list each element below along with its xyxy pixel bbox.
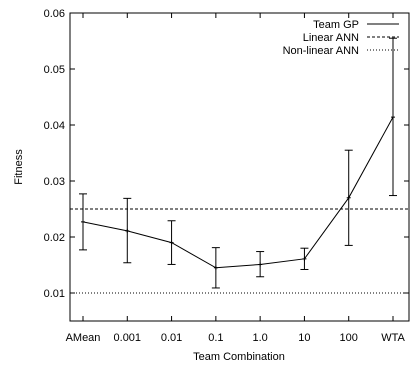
data-point — [125, 228, 130, 233]
y-tick-label: 0.06 — [44, 8, 65, 20]
y-axis-label: Fitness — [13, 149, 25, 185]
data-point — [169, 240, 174, 245]
plot-frame — [69, 12, 410, 322]
y-tick-label: 0.01 — [44, 288, 65, 300]
legend-label: Team GP — [313, 19, 359, 31]
series-line — [82, 116, 394, 269]
y-tick-label: 0.05 — [44, 64, 65, 76]
data-point — [302, 256, 307, 261]
y-tick-label: 0.02 — [44, 232, 65, 244]
x-tick-label: 0.1 — [208, 332, 223, 344]
data-point — [258, 262, 263, 267]
x-tick-label: 10 — [298, 332, 310, 344]
x-tick-label: 0.01 — [161, 332, 182, 344]
plot-series — [70, 37, 409, 294]
x-tick-label: 1.0 — [252, 332, 267, 344]
x-tick-label: 0.001 — [114, 332, 142, 344]
y-tick-label: 0.04 — [44, 120, 65, 132]
y-tick-label: 0.03 — [44, 176, 65, 188]
legend-label: Linear ANN — [303, 32, 359, 44]
x-axis-label: Team Combination — [193, 351, 285, 363]
x-axis-ticks: AMean 0.001 0.01 0.1 1.0 10 100 WTA — [66, 13, 405, 344]
y-axis-ticks: 0.01 0.02 0.03 0.04 0.05 0.06 — [44, 8, 409, 300]
legend-label: Non-linear ANN — [283, 45, 359, 57]
data-point — [346, 195, 351, 200]
x-tick-label: WTA — [381, 332, 405, 344]
data-point — [213, 265, 218, 270]
x-tick-label: AMean — [66, 332, 101, 344]
x-tick-label: 100 — [340, 332, 358, 344]
data-point — [391, 115, 395, 120]
data-point — [81, 219, 85, 224]
